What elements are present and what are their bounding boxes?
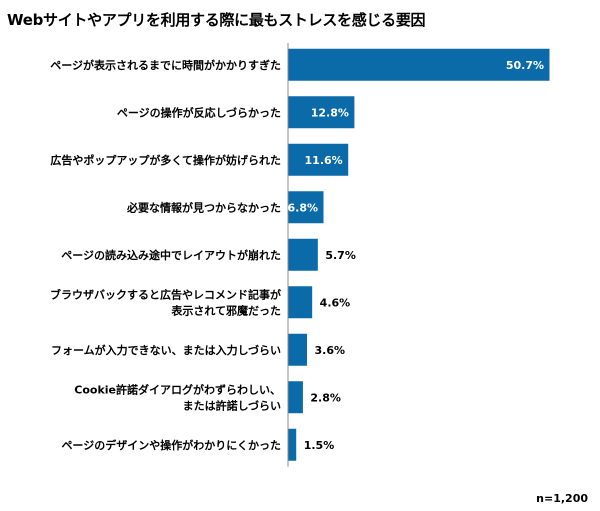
category-label: Cookie許諾ダイアログがわずらわしい、または許諾しづらい	[74, 382, 281, 412]
bar	[288, 191, 324, 224]
value-label: 6.8%	[287, 201, 318, 214]
category-label: ページのデザインや操作がわかりにくかった	[61, 438, 281, 452]
bar	[288, 381, 303, 414]
value-label: 11.6%	[305, 154, 343, 167]
value-label: 50.7%	[506, 59, 544, 72]
sample-size-note: n=1,200	[536, 492, 588, 505]
category-label: 広告やポップアップが多くて操作が妨げられた	[50, 153, 281, 167]
value-label: 12.8%	[311, 106, 349, 119]
category-label: ページの操作が反応しづらかった	[117, 105, 281, 119]
bar	[288, 333, 308, 366]
value-label: 1.5%	[304, 439, 335, 452]
value-label: 2.8%	[310, 391, 341, 404]
value-label: 4.6%	[320, 296, 351, 309]
category-label: ブラウザバックすると広告やレコメンド記事が表示されて邪魔だった	[50, 287, 281, 317]
value-label: 5.7%	[325, 249, 356, 262]
bar	[288, 48, 550, 81]
bar	[288, 428, 297, 461]
category-label: ページが表示されるまでに時間がかかりすぎた	[50, 58, 281, 72]
bar	[288, 238, 318, 271]
bar	[288, 96, 355, 129]
category-label: 必要な情報が見つからなかった	[126, 200, 281, 214]
bar	[288, 286, 313, 319]
chart-title: Webサイトやアプリを利用する際に最もストレスを感じる要因	[7, 11, 426, 29]
category-label: フォームが入力できない、または入力しづらい	[51, 343, 281, 357]
value-label: 3.6%	[315, 344, 346, 357]
bar	[288, 143, 349, 176]
category-label: ページの読み込み途中でレイアウトが崩れた	[61, 248, 281, 262]
